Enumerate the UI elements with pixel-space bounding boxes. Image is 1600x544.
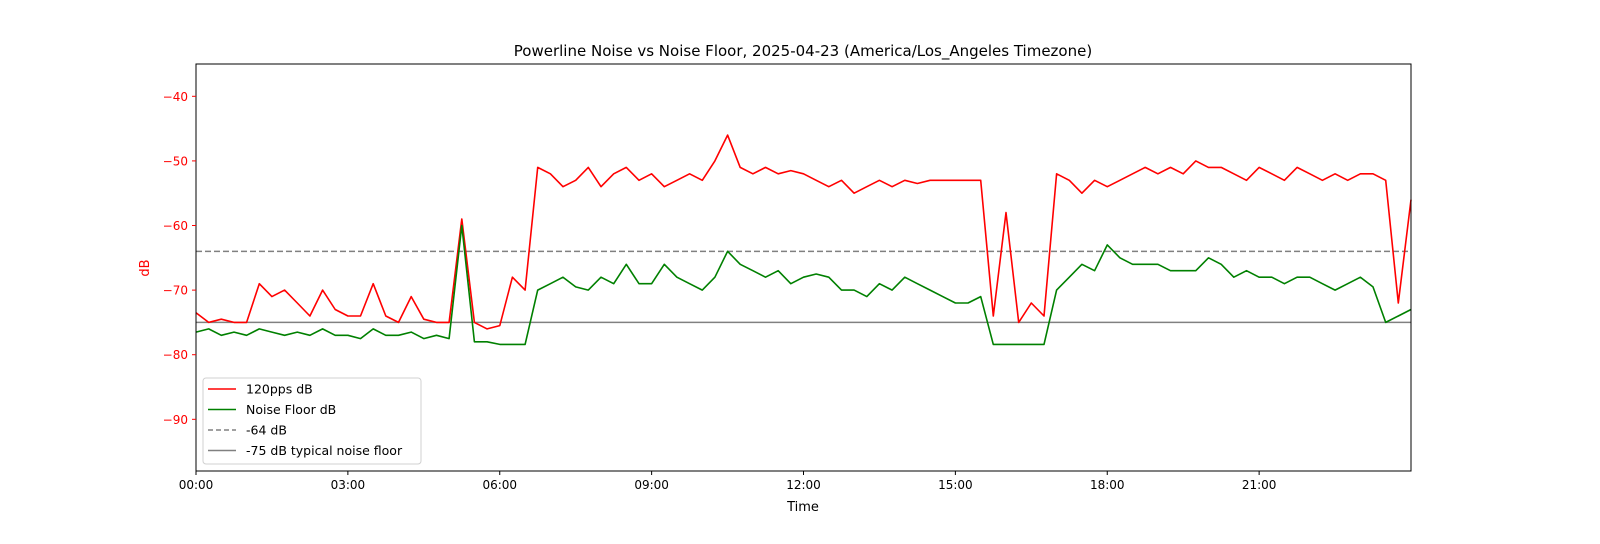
y-axis-label: dB [138,259,153,276]
x-axis-label: Time [786,500,819,515]
x-tick-label: 15:00 [938,478,973,492]
series-line-1 [195,224,1412,346]
y-tick-label: −50 [163,154,188,168]
legend-label: 120pps dB [246,382,313,397]
y-tick-label: −90 [163,413,188,427]
x-tick-label: 00:00 [179,478,214,492]
x-tick-label: 18:00 [1090,478,1125,492]
x-tick-label: 21:00 [1242,478,1277,492]
y-tick-label: −60 [163,219,188,233]
chart-title: Powerline Noise vs Noise Floor, 2025-04-… [514,42,1092,61]
legend: 120pps dB Noise Floor dB -64 dB -75 dB typi… [202,377,422,465]
series-line-0 [195,134,1412,330]
y-tick-label: −70 [163,284,188,298]
legend-label: Noise Floor dB [246,402,336,417]
y-tick-label: −40 [163,90,188,104]
legend-label: -75 dB typical noise floor [246,443,403,458]
x-tick-label: 06:00 [482,478,517,492]
x-tick-label: 03:00 [331,478,366,492]
legend-box [202,377,422,465]
legend-label: -64 dB [246,423,287,438]
x-tick-label: 09:00 [634,478,669,492]
x-tick-label: 12:00 [786,478,821,492]
y-tick-label: −80 [163,348,188,362]
